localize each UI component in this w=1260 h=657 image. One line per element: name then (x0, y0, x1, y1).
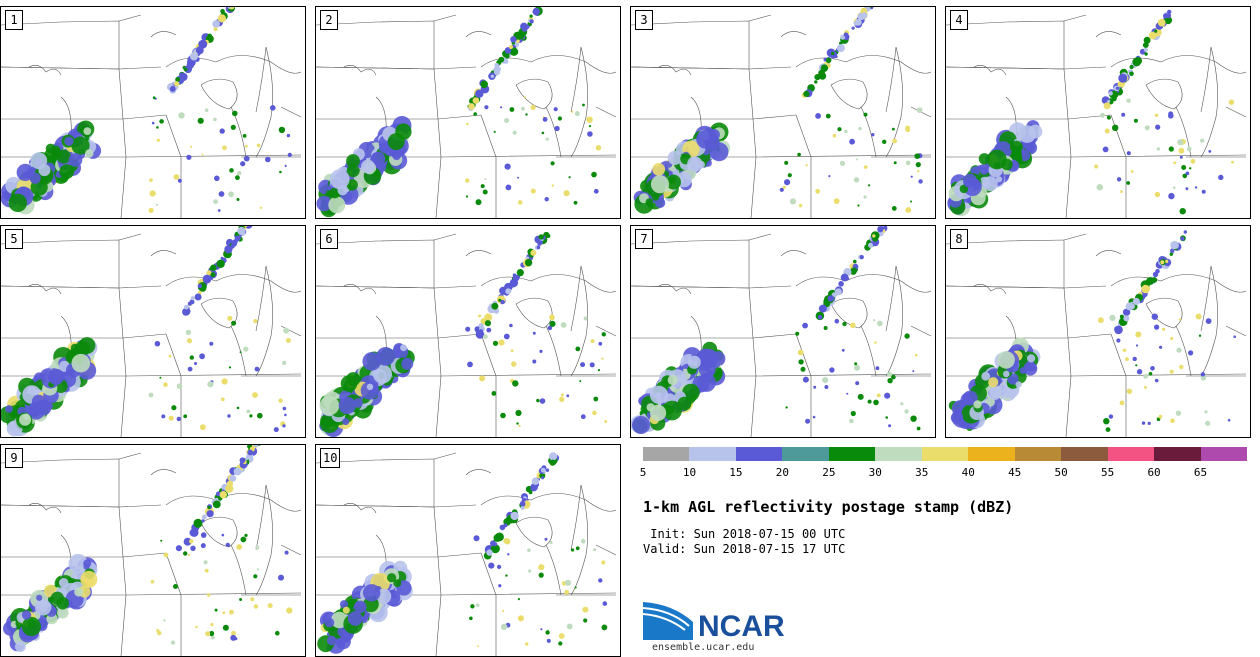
reflectivity-map (316, 231, 617, 437)
member-number: 6 (320, 229, 338, 249)
color-legend (643, 447, 1248, 461)
reflectivity-map (316, 7, 617, 218)
basemap-boundaries (946, 14, 1247, 218)
ensemble-member-panel: 9 (0, 444, 306, 657)
basemap-boundaries (1, 452, 302, 656)
legend-swatch (828, 447, 876, 461)
basemap-boundaries (946, 233, 1247, 437)
member-number: 8 (950, 229, 968, 249)
legend-tick-label: 25 (822, 466, 836, 479)
precip-cluster (319, 231, 608, 437)
legend-swatch (643, 447, 690, 461)
legend-tick-label: 50 (1054, 466, 1068, 479)
ensemble-member-panel: 7 (630, 225, 936, 438)
legend-labels: 5 10 15 20 25 30 35 40 45 50 55 60 65 (639, 466, 1247, 480)
ensemble-member-panel: 3 (630, 6, 936, 219)
reflectivity-map (1, 445, 302, 656)
reflectivity-map (946, 230, 1247, 437)
member-number: 3 (635, 10, 653, 30)
legend-tick-label: 30 (868, 466, 882, 479)
member-number: 2 (320, 10, 338, 30)
legend-tick-label: 5 (639, 466, 647, 479)
legend-swatch (1107, 447, 1155, 461)
precip-cluster (633, 7, 923, 214)
precip-cluster (317, 452, 608, 654)
ensemble-member-panel: 8 (945, 225, 1251, 438)
legend-swatch (1200, 447, 1248, 461)
precip-cluster (1, 226, 291, 437)
precip-cluster (3, 445, 293, 653)
legend-tick-label: 20 (775, 466, 789, 479)
reflectivity-map (1, 7, 302, 218)
legend-swatch (1014, 447, 1062, 461)
legend-swatch (782, 447, 829, 461)
precip-cluster (316, 7, 602, 218)
reflectivity-map (631, 226, 932, 437)
basemap-boundaries (316, 14, 617, 218)
legend-tick-label: 10 (682, 466, 697, 479)
member-number: 5 (5, 229, 23, 249)
ensemble-member-panel: 2 (315, 6, 621, 219)
reflectivity-map (1, 226, 302, 437)
member-number: 4 (950, 10, 968, 30)
legend-tick-label: 40 (961, 466, 975, 479)
precip-cluster (1, 7, 292, 215)
basemap-boundaries (631, 233, 932, 437)
precip-cluster (631, 226, 921, 434)
reflectivity-map (631, 7, 932, 218)
member-number: 9 (5, 448, 23, 468)
legend-tick-label: 55 (1100, 466, 1115, 479)
precip-cluster (947, 9, 1235, 217)
legend-tick-label: 15 (729, 466, 743, 479)
member-number: 7 (635, 229, 653, 249)
ensemble-member-panel: 4 (945, 6, 1251, 219)
reflectivity-map (946, 9, 1247, 218)
ensemble-member-panel: 10 (315, 444, 621, 657)
legend-swatch (1061, 447, 1108, 461)
legend-swatch (735, 447, 783, 461)
legend-tick-label: 35 (915, 466, 929, 479)
legend-tick-label: 60 (1147, 466, 1161, 479)
legend-tick-label: 45 (1008, 466, 1022, 479)
legend-swatch (921, 447, 969, 461)
legend-swatch (689, 447, 736, 461)
ensemble-member-panel: 5 (0, 225, 306, 438)
basemap-boundaries (316, 452, 617, 656)
member-number: 10 (320, 448, 341, 468)
legend-tick-label: 65 (1193, 466, 1208, 479)
logo-text: NCAR (698, 610, 785, 643)
reflectivity-map (316, 452, 617, 656)
member-number: 1 (5, 10, 23, 30)
legend-swatch (875, 447, 922, 461)
legend-swatch (1154, 447, 1201, 461)
plot-title: 1-km AGL reflectivity postage stamp (dBZ… (643, 498, 1014, 516)
ensemble-member-panel: 6 (315, 225, 621, 438)
precip-cluster (948, 230, 1236, 432)
ncar-logo-icon (643, 602, 693, 640)
site-url: ensemble.ucar.edu (652, 642, 755, 653)
init-time: Init: Sun 2018-07-15 00 UTC (643, 527, 846, 541)
legend-swatch (968, 447, 1015, 461)
ensemble-member-panel: 1 (0, 6, 306, 219)
valid-time: Valid: Sun 2018-07-15 17 UTC (643, 542, 846, 556)
